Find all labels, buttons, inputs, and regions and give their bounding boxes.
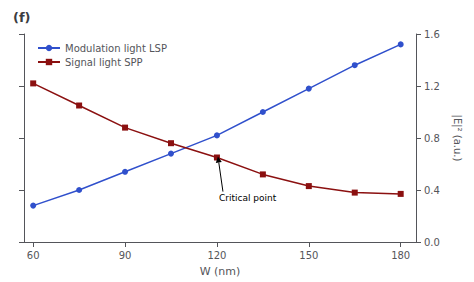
svg-text:0.8: 0.8 (424, 133, 440, 144)
svg-text:90: 90 (119, 250, 132, 261)
svg-text:0.4: 0.4 (424, 185, 440, 196)
svg-text:180: 180 (391, 250, 410, 261)
svg-text:(f): (f) (13, 10, 31, 25)
svg-text:|E|² (a.u.): |E|² (a.u.) (451, 115, 463, 162)
svg-text:Critical point: Critical point (219, 193, 277, 203)
svg-text:Modulation light LSP: Modulation light LSP (65, 43, 167, 54)
svg-text:W (nm): W (nm) (200, 265, 241, 278)
svg-text:1.2: 1.2 (424, 81, 440, 92)
svg-text:150: 150 (299, 250, 318, 261)
svg-text:Signal light SPP: Signal light SPP (65, 57, 143, 68)
svg-text:120: 120 (207, 250, 226, 261)
svg-text:0.0: 0.0 (424, 237, 440, 248)
svg-text:1.6: 1.6 (424, 29, 440, 40)
svg-text:60: 60 (27, 250, 40, 261)
